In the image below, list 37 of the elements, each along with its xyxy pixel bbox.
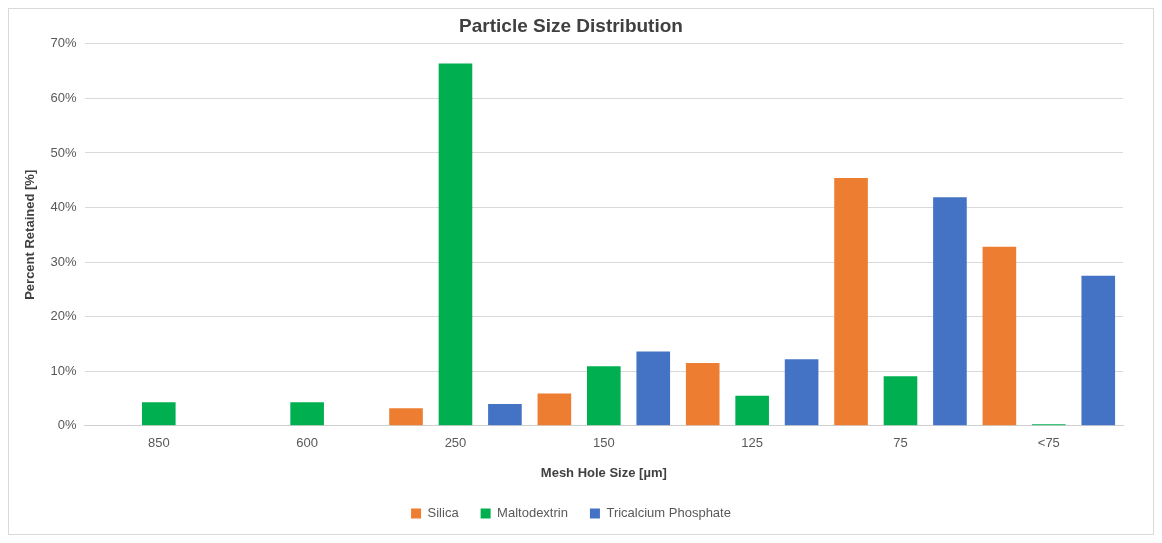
legend-label: Tricalcium Phosphate xyxy=(606,505,731,521)
bar xyxy=(883,376,918,426)
bar xyxy=(389,408,423,426)
bar xyxy=(784,359,819,426)
bar xyxy=(587,366,621,426)
bar xyxy=(685,363,720,426)
legend-label: Silica xyxy=(427,505,460,521)
bar xyxy=(537,393,572,426)
bar xyxy=(982,246,1017,426)
x-tick-label: 850 xyxy=(147,435,170,451)
bar xyxy=(834,178,868,426)
x-tick-label: 75 xyxy=(893,435,908,451)
y-tick-label: 20% xyxy=(50,308,78,324)
bar xyxy=(488,403,522,426)
y-tick-label: 50% xyxy=(50,144,78,160)
x-tick-label: <75 xyxy=(1037,435,1060,451)
y-tick-label: 60% xyxy=(50,89,78,105)
bar xyxy=(1081,275,1116,426)
x-tick-label: 600 xyxy=(296,435,318,451)
bar xyxy=(636,351,671,426)
chart-title: Particle Size Distribution xyxy=(459,14,683,36)
x-tick-label: 125 xyxy=(741,435,763,451)
bar xyxy=(290,402,324,426)
x-axis-title: Mesh Hole Size [µm] xyxy=(540,464,667,480)
bar xyxy=(933,197,967,426)
x-tick-label: 150 xyxy=(592,435,615,451)
x-tick-label: 250 xyxy=(444,435,467,451)
y-tick-label: 0% xyxy=(57,417,78,433)
y-tick-label: 40% xyxy=(50,199,78,215)
bar xyxy=(141,402,176,426)
y-axis-title: Percent Retained [%] xyxy=(22,169,38,300)
bar xyxy=(438,63,473,426)
y-tick-label: 70% xyxy=(50,35,78,51)
bar xyxy=(735,395,769,426)
y-tick-label: 10% xyxy=(50,362,78,378)
legend-label: Maltodextrin xyxy=(497,505,568,521)
y-tick-label: 30% xyxy=(50,253,78,269)
